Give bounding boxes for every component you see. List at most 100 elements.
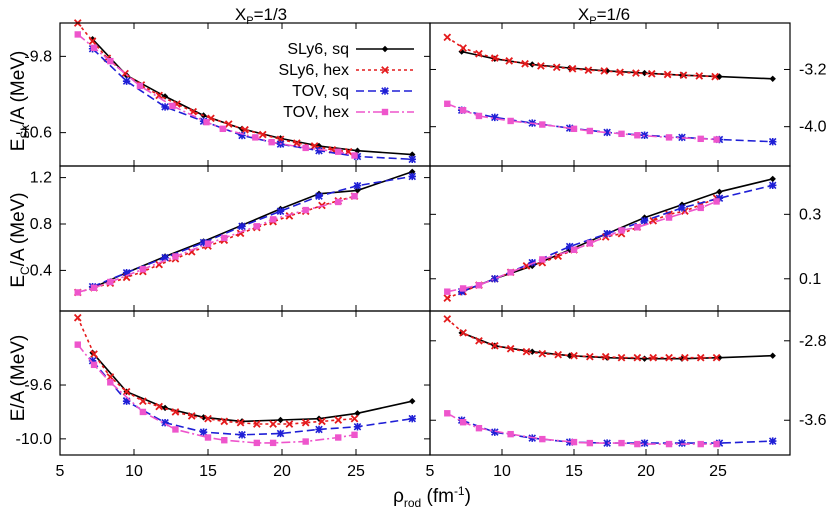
- data-point: [199, 238, 208, 247]
- data-point: [161, 418, 169, 427]
- data-point: [697, 440, 704, 448]
- data-point: [552, 63, 561, 72]
- data-point: [161, 103, 169, 111]
- data-point: [570, 438, 578, 446]
- data-point: [334, 416, 343, 424]
- data-point: [641, 69, 648, 77]
- data-point: [769, 175, 776, 183]
- data-point: [570, 125, 578, 133]
- data-point: [276, 207, 285, 216]
- data-point: [268, 138, 275, 146]
- series-line: [446, 412, 717, 445]
- data-point: [711, 72, 719, 81]
- series-tov-hex: [74, 341, 358, 447]
- data-point: [475, 112, 483, 120]
- data-point: [697, 204, 704, 212]
- data-point: [221, 436, 228, 444]
- data-point: [570, 246, 578, 253]
- data-point: [139, 408, 147, 416]
- y-tick-label: -4.0: [799, 119, 827, 136]
- data-point: [241, 125, 249, 134]
- data-point: [618, 439, 625, 447]
- data-point: [443, 33, 452, 42]
- y-tick-label: 0.8: [30, 216, 52, 233]
- data-point: [458, 329, 465, 337]
- data-point: [586, 352, 594, 361]
- data-point: [302, 438, 309, 445]
- series-tov-hex: [444, 100, 720, 143]
- data-point: [768, 181, 777, 190]
- data-point: [199, 428, 208, 436]
- data-point: [122, 268, 131, 277]
- panel-bottom-left: 5 10 15 20 25 -9.6 -10.0: [16, 310, 431, 480]
- data-point: [161, 404, 169, 412]
- data-point: [269, 420, 277, 428]
- data-point: [107, 278, 114, 286]
- data-point: [647, 69, 656, 78]
- data-point: [89, 36, 96, 43]
- data-point: [253, 439, 261, 447]
- data-point: [351, 431, 358, 439]
- data-point: [292, 139, 301, 147]
- data-point: [459, 44, 467, 52]
- series-line: [446, 36, 716, 78]
- series-tov-sq: [88, 44, 417, 164]
- data-point: [269, 216, 277, 223]
- y-tick-label: -3.6: [799, 412, 827, 429]
- legend-label: TOV, hex: [283, 104, 349, 121]
- data-point: [354, 187, 361, 194]
- data-point: [204, 434, 212, 441]
- data-point: [381, 87, 389, 95]
- x-tick-label: 10: [125, 463, 143, 480]
- data-point: [443, 294, 452, 302]
- data-point: [475, 336, 483, 345]
- y-tick-label: 0.3: [799, 206, 821, 223]
- column-title-right: XP=1/6: [578, 5, 630, 27]
- data-point: [586, 127, 594, 135]
- series-sly6-sq: [89, 349, 416, 425]
- legend-entry-sly6-hex: SLy6, hex: [278, 62, 414, 79]
- data-point: [187, 412, 196, 420]
- ylabel-row-1: ESk/A (MeV): [8, 51, 32, 152]
- data-point: [409, 397, 416, 405]
- data-point: [335, 434, 342, 441]
- data-point: [443, 315, 452, 323]
- series-line: [77, 195, 355, 294]
- data-point: [221, 234, 228, 242]
- series-tov-hex: [444, 198, 720, 295]
- x-tick-label: 10: [493, 463, 511, 480]
- data-point: [252, 134, 259, 141]
- data-point: [90, 44, 98, 51]
- data-point: [678, 439, 686, 447]
- data-point: [681, 353, 689, 362]
- data-point: [122, 387, 131, 396]
- data-point: [490, 341, 499, 350]
- plot-frame: [59, 310, 431, 456]
- data-point: [155, 402, 163, 411]
- data-point: [539, 121, 546, 128]
- data-point: [634, 440, 641, 448]
- data-point: [171, 408, 180, 416]
- data-point: [616, 68, 624, 77]
- x-tick-label: 5: [426, 463, 435, 480]
- data-point: [618, 130, 625, 138]
- data-point: [204, 240, 212, 247]
- series-line: [447, 200, 717, 293]
- data-point: [351, 152, 358, 159]
- data-point: [344, 147, 353, 156]
- data-point: [697, 135, 704, 143]
- data-point: [204, 414, 212, 423]
- data-point: [603, 439, 611, 447]
- data-point: [665, 353, 673, 362]
- data-point: [665, 134, 673, 141]
- column-title-left: XP=1/3: [235, 5, 287, 27]
- data-point: [219, 125, 226, 133]
- xlabel: ρrod (fm-1): [393, 484, 471, 510]
- panel-middle-left: 1.2 0.8 0.4: [30, 165, 431, 312]
- data-point: [122, 77, 131, 85]
- x-tick-label: 15: [565, 463, 583, 480]
- data-point: [353, 181, 362, 190]
- data-point: [238, 131, 246, 140]
- data-point: [335, 198, 342, 206]
